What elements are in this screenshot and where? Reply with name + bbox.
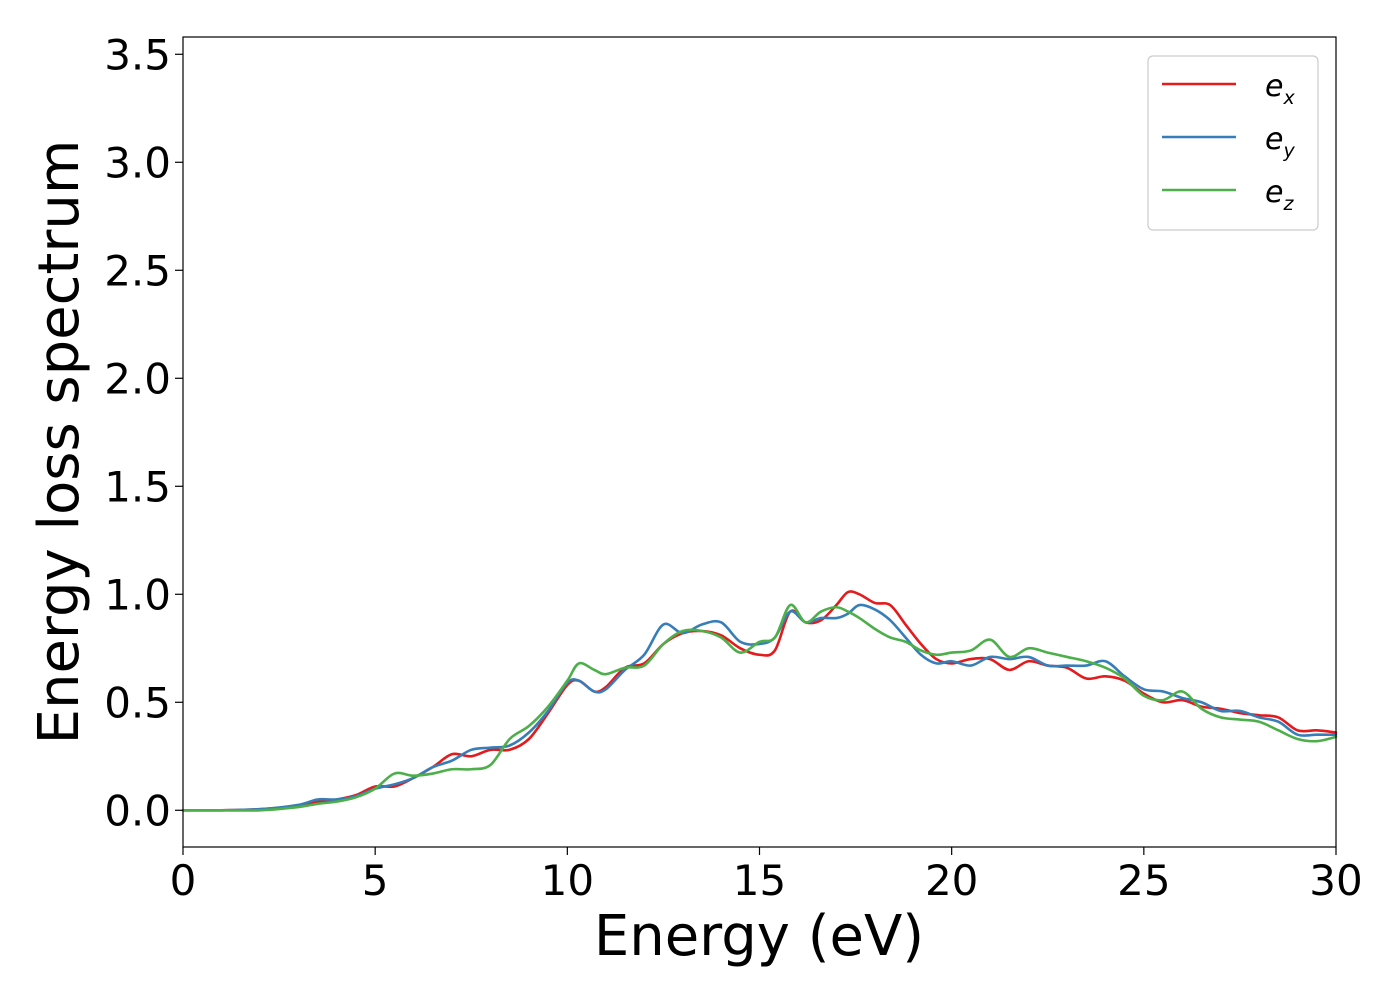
x-axis-label: Energy (eV) — [594, 904, 924, 969]
y-tick-label: 1.5 — [104, 462, 171, 511]
legend-label-ex: ex — [1265, 69, 1295, 109]
series-line-ey — [181, 603, 1338, 812]
legend-label-ey: ey — [1265, 122, 1295, 162]
x-tick-label: 5 — [362, 856, 389, 905]
y-tick-label: 2.0 — [104, 354, 171, 403]
legend-label-base: e — [1265, 69, 1283, 104]
y-tick-label: 1.0 — [104, 570, 171, 619]
y-tick-label: 3.5 — [104, 30, 171, 79]
legend-label-subscript: z — [1282, 193, 1294, 215]
y-tick-label: 0.5 — [104, 678, 171, 727]
series-line-ez — [181, 603, 1338, 812]
x-tick-label: 15 — [733, 856, 786, 905]
plot-area — [183, 37, 1336, 847]
y-tick-label: 0.0 — [104, 786, 171, 835]
legend-label-ez: ez — [1265, 175, 1294, 215]
x-axis: 0 5 10 15 20 25 30 — [170, 847, 1363, 905]
x-tick-label: 0 — [170, 856, 197, 905]
x-tick-label: 10 — [541, 856, 594, 905]
y-axis: 0.0 0.5 1.0 1.5 2.0 2.5 3.0 3.5 — [104, 30, 183, 835]
x-tick-label: 25 — [1117, 856, 1170, 905]
legend-label-base: e — [1265, 175, 1283, 210]
legend-label-subscript: x — [1282, 87, 1295, 109]
legend-box — [1147, 55, 1319, 231]
x-tick-label: 30 — [1309, 856, 1362, 905]
y-tick-label: 3.0 — [104, 138, 171, 187]
legend-label-base: e — [1265, 122, 1283, 157]
x-tick-label: 20 — [925, 856, 978, 905]
plot-lines — [181, 590, 1338, 812]
y-axis-label: Energy loss spectrum — [27, 140, 92, 745]
y-tick-label: 2.5 — [104, 246, 171, 295]
legend-label-subscript: y — [1282, 140, 1295, 162]
